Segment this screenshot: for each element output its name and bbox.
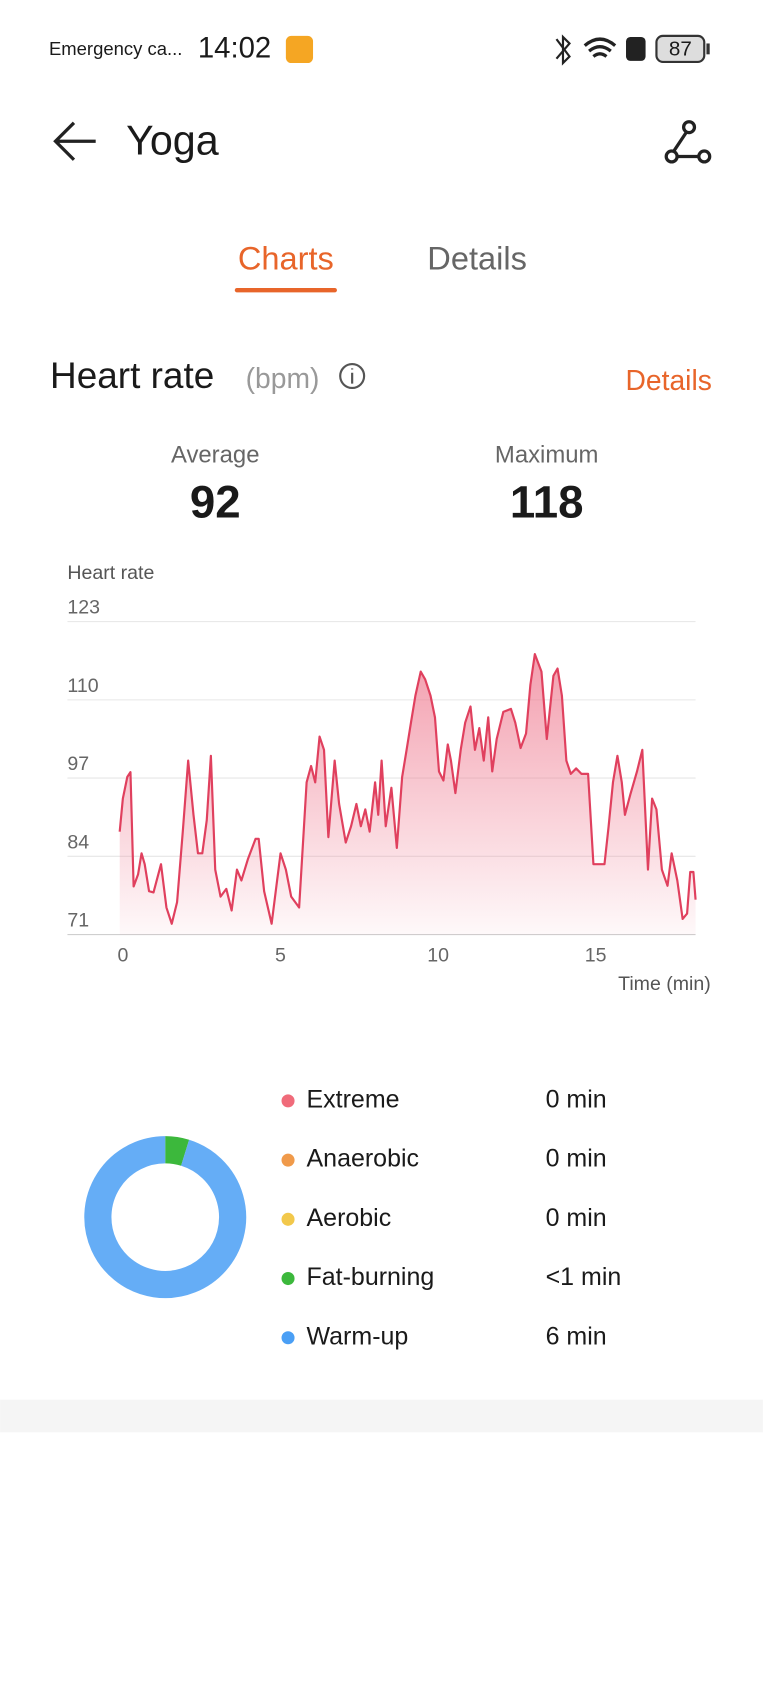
details-link[interactable]: Details <box>626 364 712 396</box>
legend-dot <box>281 1331 295 1345</box>
zone-duration: 6 min <box>546 1322 607 1350</box>
section-title: Heart rate <box>50 355 214 396</box>
legend-dot <box>281 1212 295 1226</box>
share-button[interactable] <box>664 120 712 164</box>
y-tick-label: 71 <box>67 910 89 932</box>
info-icon[interactable] <box>339 362 366 390</box>
zone-duration: 0 min <box>546 1204 607 1232</box>
heart-rate-line <box>118 653 697 925</box>
x-axis-label: Time (min) <box>618 973 711 995</box>
x-tick-label: 5 <box>275 944 286 966</box>
back-button[interactable] <box>53 121 96 161</box>
heart-rate-area <box>119 654 696 935</box>
legend-label: Fat-burning <box>307 1263 435 1291</box>
legend-dot <box>281 1272 295 1286</box>
legend-label: Extreme <box>307 1085 400 1113</box>
x-tick-label: 10 <box>427 944 449 966</box>
y-tick-label: 123 <box>67 597 100 619</box>
stat-label: Maximum <box>495 442 599 469</box>
divider <box>0 1399 763 1433</box>
legend-label: Anaerobic <box>307 1145 420 1173</box>
x-tick-label: 15 <box>585 944 607 966</box>
legend-label: Warm-up <box>307 1322 409 1350</box>
battery-level: 87 <box>669 37 692 60</box>
y-tick-label: 84 <box>67 831 89 853</box>
zone-arc <box>84 1136 247 1299</box>
zone-duration: 0 min <box>546 1145 607 1173</box>
y-tick-label: 97 <box>67 753 89 775</box>
tab-indicator <box>234 287 337 293</box>
stat-label: Average <box>171 442 260 469</box>
x-tick-label: 0 <box>117 944 128 966</box>
section-unit: (bpm) <box>246 362 320 394</box>
tab-details[interactable]: Details <box>427 239 527 276</box>
carrier: Emergency ca... <box>49 38 182 59</box>
zone-arc <box>164 1136 190 1166</box>
zone-duration: 0 min <box>546 1085 607 1113</box>
alert-icon <box>626 36 646 61</box>
stat-value: 92 <box>190 476 241 527</box>
legend-dot <box>281 1153 295 1167</box>
zone-duration: <1 min <box>546 1263 622 1291</box>
tab-charts[interactable]: Charts <box>238 239 334 276</box>
y-axis-label: Heart rate <box>67 562 154 584</box>
wifi-icon <box>583 37 617 58</box>
page-title: Yoga <box>126 117 219 163</box>
clock: 14:02 <box>198 32 271 65</box>
bluetooth-icon <box>555 34 571 66</box>
app-icon <box>285 35 314 64</box>
y-tick-label: 110 <box>67 675 98 697</box>
legend-label: Aerobic <box>307 1204 392 1232</box>
stat-value: 118 <box>510 476 584 527</box>
battery <box>655 34 706 64</box>
battery-tip <box>706 43 710 55</box>
legend-dot <box>281 1094 295 1108</box>
